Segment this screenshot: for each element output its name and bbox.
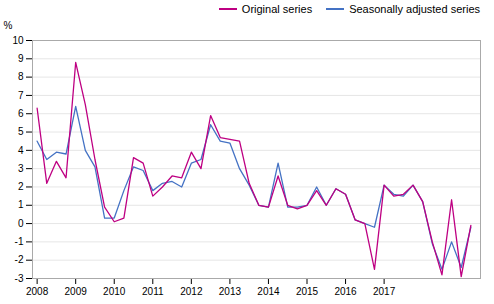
svg-text:-2: -2	[15, 254, 24, 265]
svg-text:8: 8	[18, 71, 24, 82]
svg-text:2: 2	[18, 181, 24, 192]
svg-text:2012: 2012	[180, 286, 203, 297]
svg-text:2017: 2017	[373, 286, 396, 297]
svg-text:2016: 2016	[334, 286, 357, 297]
svg-text:2010: 2010	[103, 286, 126, 297]
svg-text:2014: 2014	[257, 286, 280, 297]
svg-text:-1: -1	[15, 236, 24, 247]
html-text:Seasonally adjusted series: Seasonally adjusted series	[349, 3, 480, 15]
svg-text:2008: 2008	[26, 286, 49, 297]
svg-text:9: 9	[18, 53, 24, 64]
svg-text:5: 5	[18, 126, 24, 137]
svg-text:7: 7	[18, 90, 24, 101]
svg-text:3: 3	[18, 163, 24, 174]
svg-text:%: %	[4, 20, 13, 31]
svg-text:-3: -3	[15, 273, 24, 284]
svg-text:2011: 2011	[142, 286, 164, 297]
svg-text:2009: 2009	[65, 286, 88, 297]
svg-text:1: 1	[18, 199, 24, 210]
svg-text:0: 0	[18, 218, 24, 229]
svg-text:4: 4	[18, 145, 24, 156]
svg-text:10: 10	[12, 35, 24, 46]
svg-text:2015: 2015	[296, 286, 319, 297]
svg-text:6: 6	[18, 108, 24, 119]
html-text:Original series: Original series	[241, 3, 313, 15]
svg-text:2013: 2013	[219, 286, 242, 297]
